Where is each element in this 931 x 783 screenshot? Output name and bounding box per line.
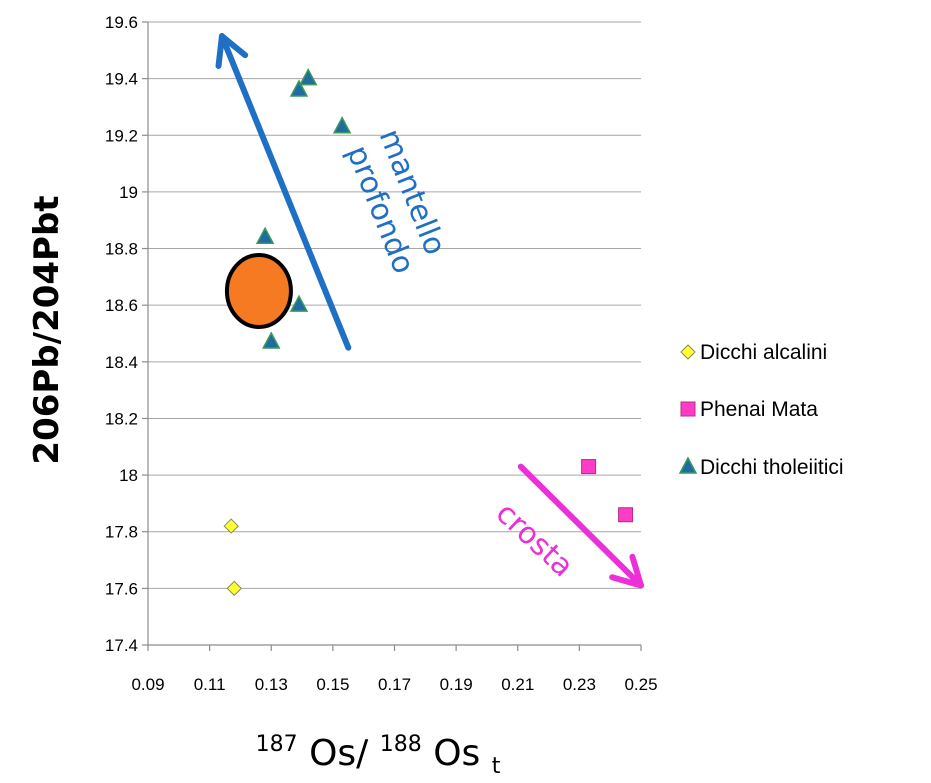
arrows-group [215, 33, 644, 589]
arrow-crosta-head-left [609, 574, 644, 589]
y-axis-label: 206Pb/204Pbt [27, 195, 67, 464]
y-tick-label: 17.6 [105, 579, 138, 598]
axes [142, 21, 642, 651]
highlight-group [224, 253, 293, 330]
annotation-mantello-profondo: mantello profondo [338, 124, 456, 282]
legend-label-dicchi-alcalini: Dicchi alcalini [700, 341, 827, 364]
y-tick-label: 18.4 [105, 353, 138, 372]
x-label-sup2: 188 [380, 732, 422, 757]
y-tick-labels: 17.4 17.6 17.8 18 18.2 18.4 18.6 18.8 19 19.2 19.4… [105, 13, 138, 655]
point-phenai-mata [581, 459, 597, 475]
x-tick-label: 0.19 [440, 675, 473, 694]
x-tick-label: 0.13 [255, 675, 288, 694]
point-dicchi-tholeiitici [255, 226, 275, 244]
x-tick-label: 0.17 [378, 675, 411, 694]
y-tick-label: 17.4 [105, 636, 138, 655]
x-label-main1: Os/ [309, 733, 369, 774]
arrow-mantello-head-left [218, 33, 249, 59]
y-tick-label: 19.2 [105, 126, 138, 145]
x-label-main2: Os [433, 733, 480, 774]
x-label-sup1: 187 [256, 732, 298, 757]
arrow-crosta-head-right [629, 553, 644, 589]
x-tick-label: 0.25 [624, 675, 657, 694]
x-tick-label: 0.15 [316, 675, 349, 694]
point-dicchi-alcalini [223, 518, 239, 534]
arrow-mantello-head-right [215, 33, 225, 69]
gridlines [148, 21, 641, 589]
y-tick-label: 18 [119, 466, 138, 485]
x-axis-label: 187 Os/ 188 Os t [256, 719, 501, 779]
y-tick-label: 19.4 [105, 70, 138, 89]
point-phenai-mata [618, 507, 634, 523]
x-tick-label: 0.09 [131, 675, 164, 694]
y-tick-label: 18.2 [105, 409, 138, 428]
point-dicchi-tholeiitici [332, 116, 352, 134]
point-dicchi-tholeiitici [298, 68, 318, 86]
x-label-sub: t [492, 754, 501, 779]
point-dicchi-tholeiitici [289, 79, 309, 97]
y-tick-label: 17.8 [105, 523, 138, 542]
x-tick-label: 0.11 [194, 675, 226, 694]
x-tick-label: 0.21 [501, 675, 534, 694]
legend-marker-phenai-mata [680, 401, 696, 417]
point-dicchi-alcalini [226, 580, 242, 597]
legend-label-phenai-mata: Phenai Mata [700, 398, 818, 421]
arrow-crosta-shaft [517, 463, 644, 589]
point-dicchi-tholeiitici [262, 331, 281, 349]
point-dicchi-tholeiitici [289, 294, 309, 312]
legend-marker-dicchi-alcalini [680, 344, 696, 360]
y-tick-label: 19 [119, 183, 138, 202]
legend-marker-dicchi-tholeiitici [678, 456, 698, 474]
y-tick-label: 18.8 [105, 240, 138, 259]
legend: Dicchi alcalini Phenai Mata Dicchi tholeii… [678, 341, 844, 479]
highlight-ellipse [224, 253, 293, 330]
arrow-mantello-shaft [218, 33, 352, 351]
data-points [223, 68, 634, 597]
y-tick-label: 19.6 [105, 13, 138, 32]
legend-label-dicchi-tholeiitici: Dicchi tholeiitici [700, 456, 844, 479]
x-tick-label: 0.23 [563, 675, 596, 694]
y-tick-label: 18.6 [105, 296, 138, 315]
x-tick-labels: 0.09 0.11 0.13 0.15 0.17 0.19 0.21 0.23 0.25 [131, 675, 657, 694]
